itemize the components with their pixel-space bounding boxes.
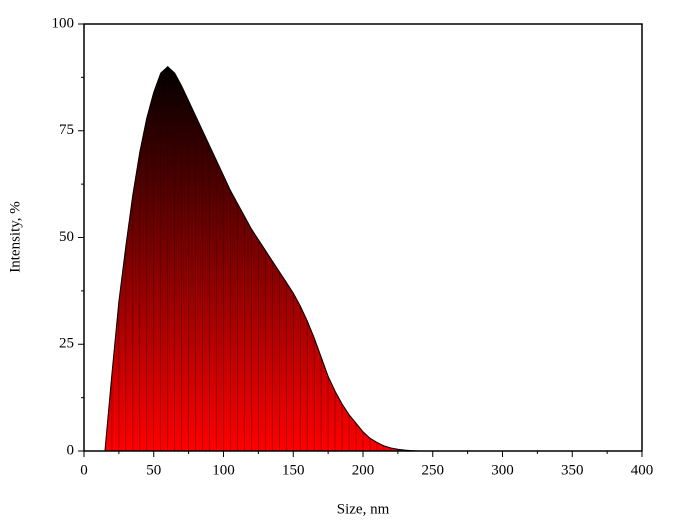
x-tick-label: 350 bbox=[561, 462, 584, 478]
x-tick-label: 100 bbox=[212, 462, 235, 478]
x-tick-label: 300 bbox=[491, 462, 514, 478]
area-line bbox=[104, 66, 642, 452]
area-fill bbox=[104, 66, 643, 451]
x-tick-label: 0 bbox=[80, 462, 88, 478]
x-tick-label: 150 bbox=[282, 462, 305, 478]
y-tick-label: 0 bbox=[67, 442, 75, 458]
y-tick-label: 25 bbox=[59, 336, 74, 352]
x-tick-label: 250 bbox=[422, 462, 445, 478]
y-axis-label: Intensity, % bbox=[7, 201, 23, 273]
x-axis-label: Size, nm bbox=[337, 501, 390, 517]
y-tick-label: 75 bbox=[59, 122, 74, 138]
x-tick-label: 200 bbox=[352, 462, 375, 478]
y-tick-label: 100 bbox=[52, 15, 75, 31]
x-tick-label: 400 bbox=[631, 462, 654, 478]
x-tick-label: 50 bbox=[146, 462, 161, 478]
y-tick-label: 50 bbox=[59, 229, 74, 245]
